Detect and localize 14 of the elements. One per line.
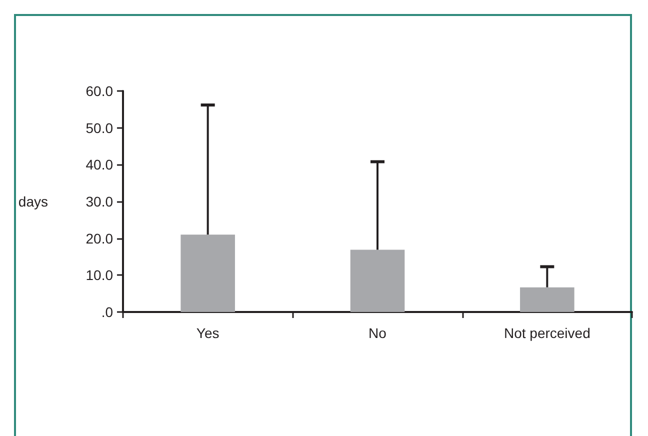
y-tick-label: 50.0 [86, 120, 114, 136]
y-tick-label: 10.0 [86, 267, 114, 284]
y-tick-label: 60.0 [86, 83, 114, 99]
bar [180, 234, 235, 312]
x-tick-label: Not perceived [504, 325, 590, 341]
bar [520, 287, 574, 312]
y-tick-label: .0 [101, 304, 114, 320]
y-tick-label: 20.0 [86, 230, 114, 246]
y-tick-label: 40.0 [86, 156, 114, 173]
bar [350, 250, 405, 312]
x-tick-label: No [368, 325, 387, 341]
y-axis-title: days [18, 194, 48, 210]
x-tick-label: Yes [196, 325, 220, 341]
y-tick-label: 30.0 [86, 194, 114, 210]
